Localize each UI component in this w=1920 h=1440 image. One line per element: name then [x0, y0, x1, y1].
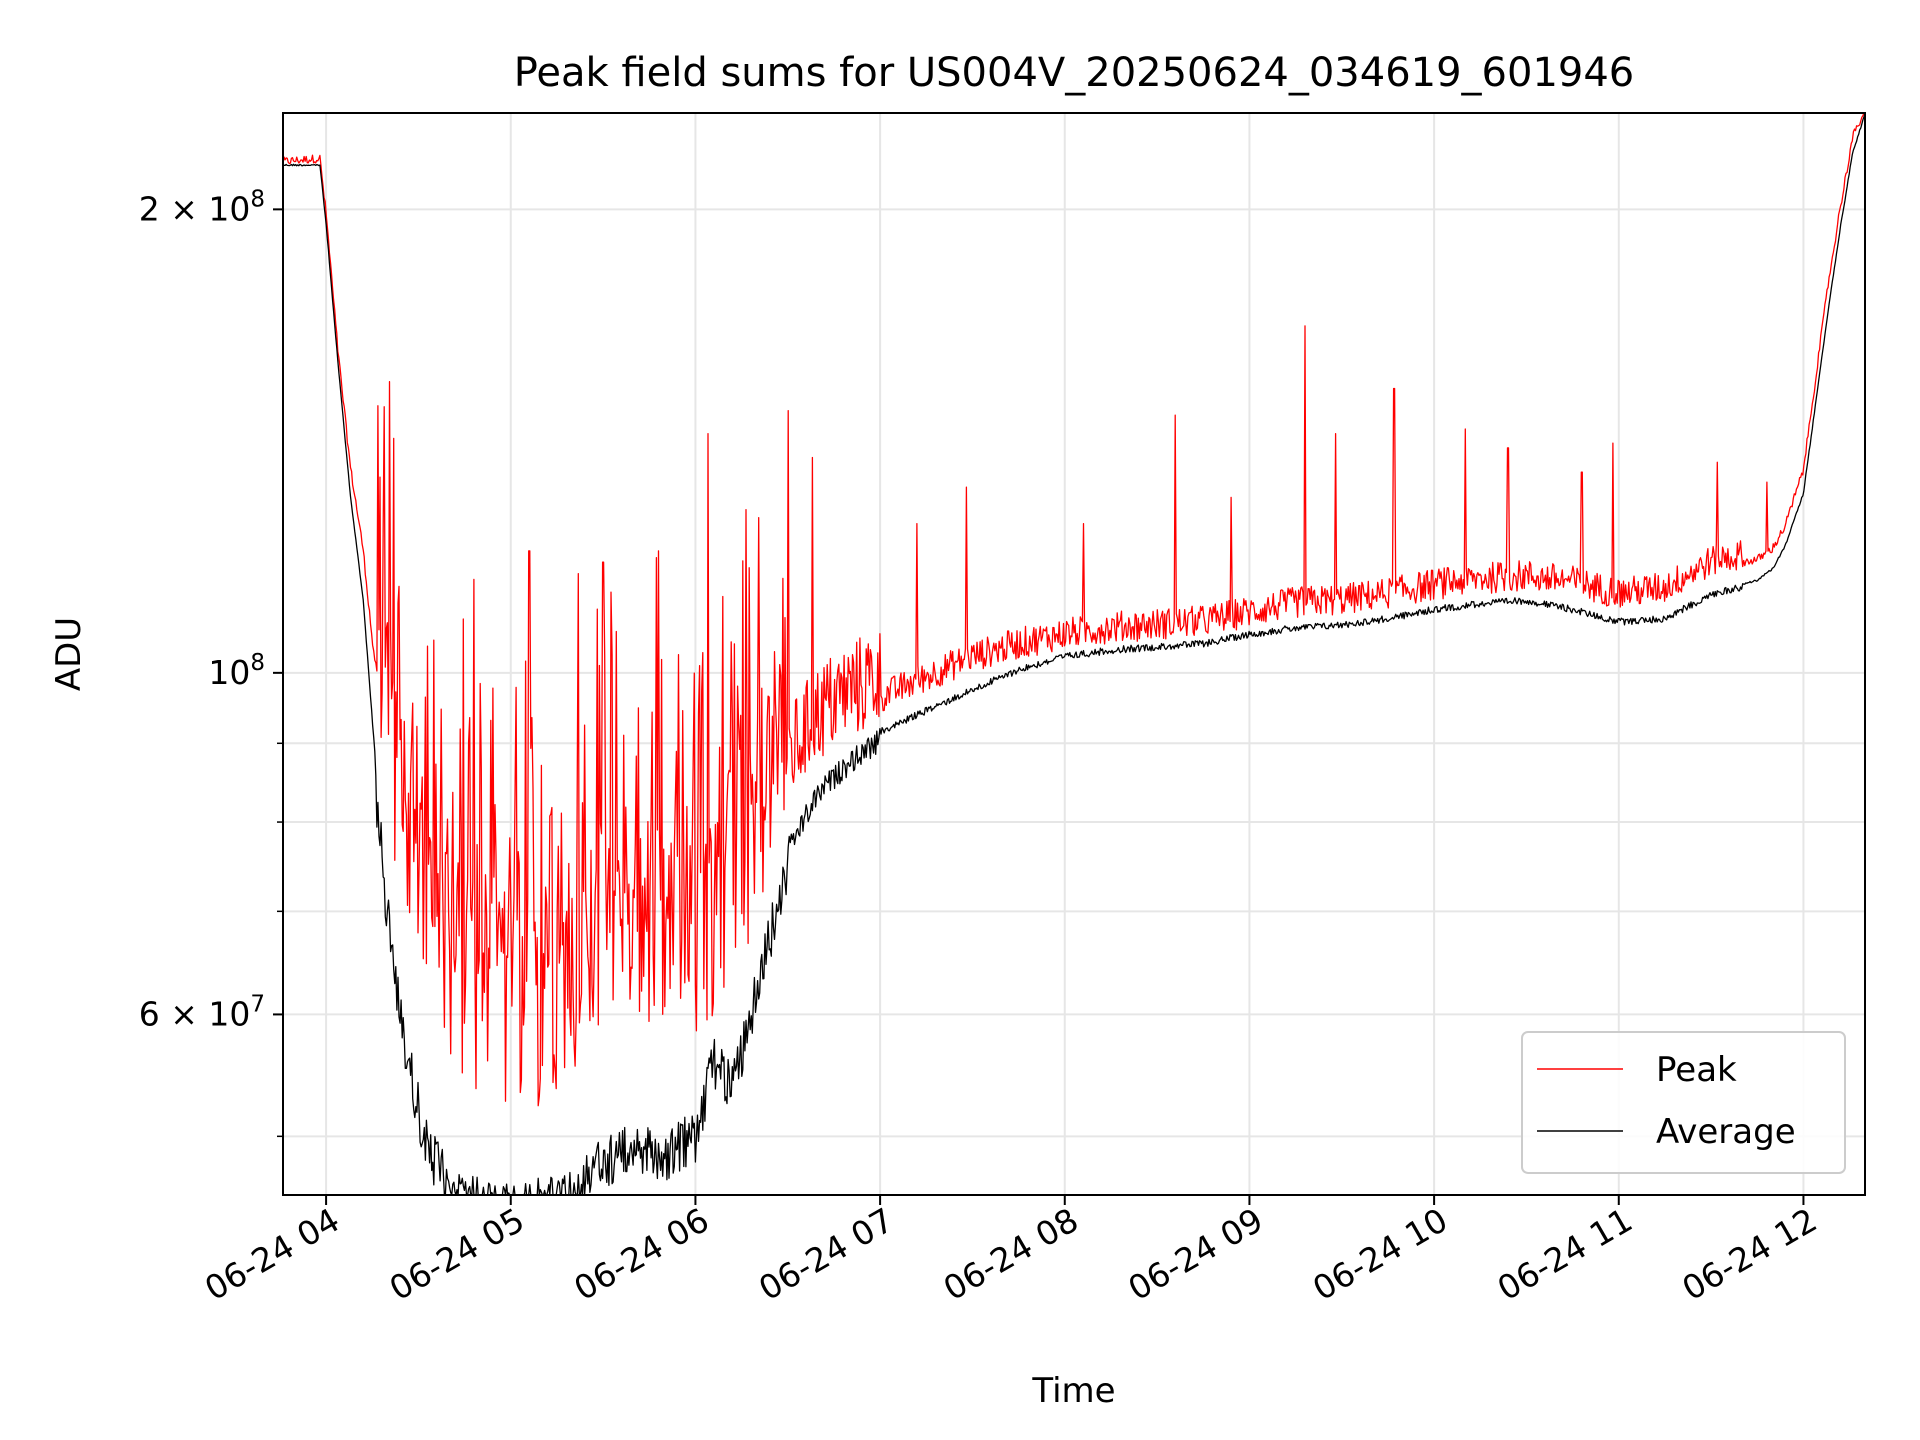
series-line-peak: [282, 112, 1865, 1107]
y-tick-label: 2 × 108: [139, 186, 265, 228]
y-tick-label: 6 × 107: [139, 991, 265, 1033]
y-tick-label: 108: [208, 650, 265, 692]
grid: [283, 113, 1865, 1195]
plot-frame: [282, 112, 1866, 1196]
y-tick-label-exponent: 7: [250, 991, 265, 1017]
x-axis-label: Time: [1031, 1371, 1115, 1411]
legend-box: [1521, 1031, 1846, 1174]
y-tick-label-exponent: 8: [250, 186, 265, 212]
y-tick-label-base: 2 × 10: [139, 189, 251, 228]
y-tick-label-base: 6 × 10: [139, 994, 251, 1033]
y-axis-label: ADU: [49, 617, 89, 691]
legend-average-label: Average: [1656, 1112, 1796, 1152]
y-tick-label-base: 10: [208, 653, 250, 692]
chart-title: Peak field sums for US004V_20250624_0346…: [514, 50, 1635, 96]
y-tick-label-exponent: 8: [250, 650, 265, 676]
legend-peak-label: Peak: [1656, 1050, 1737, 1090]
legend: Peak Average: [1521, 1031, 1846, 1174]
